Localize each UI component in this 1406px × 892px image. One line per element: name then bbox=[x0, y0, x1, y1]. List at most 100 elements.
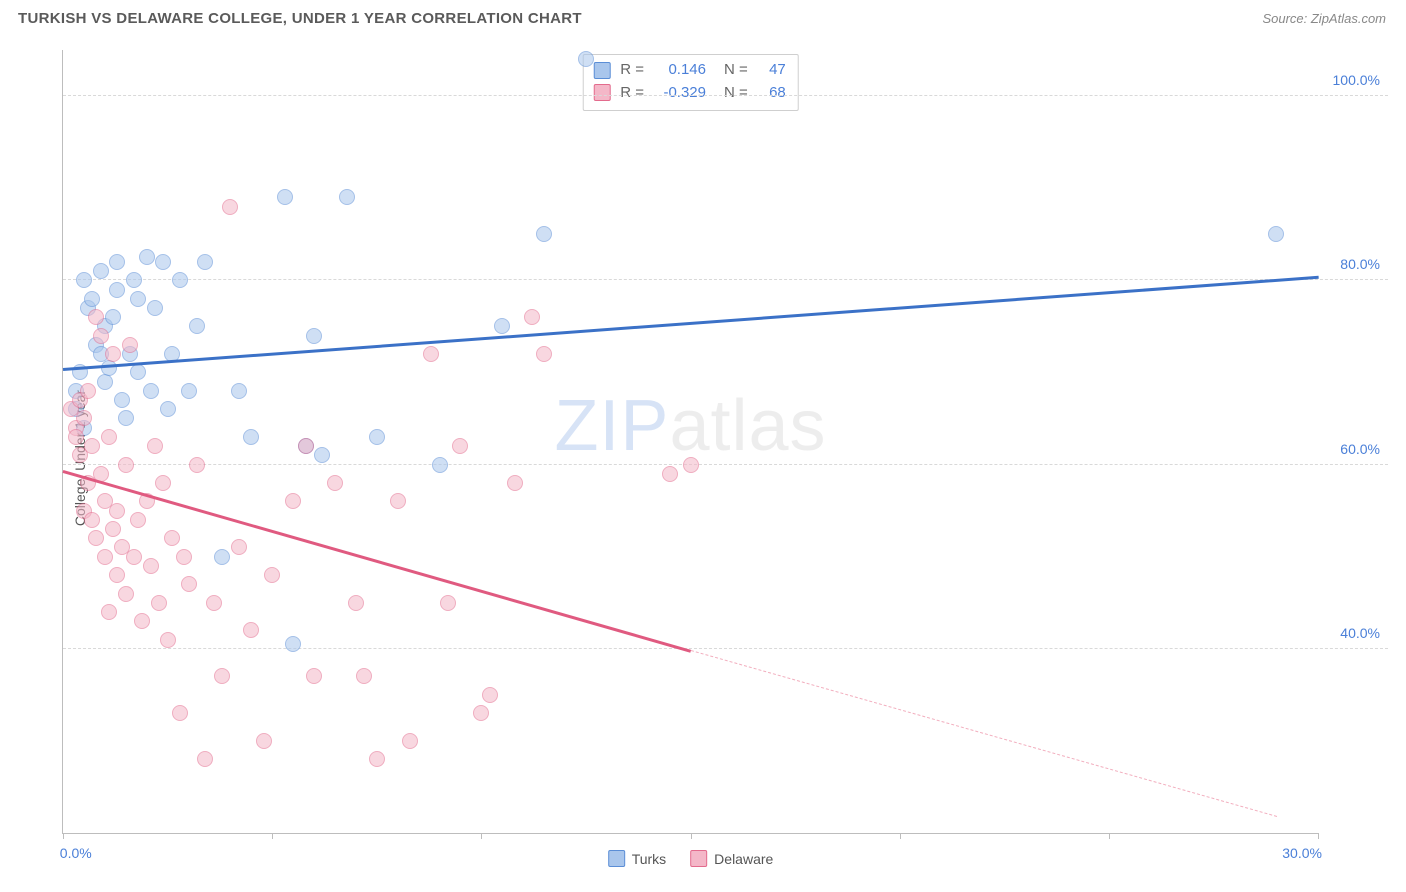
data-point bbox=[348, 595, 364, 611]
data-point bbox=[536, 346, 552, 362]
plot-area: ZIPatlas R =0.146N =47R =-0.329N =68 Tur… bbox=[62, 50, 1318, 834]
data-point bbox=[402, 733, 418, 749]
data-point bbox=[578, 51, 594, 67]
trend-line bbox=[63, 276, 1319, 371]
data-point bbox=[88, 309, 104, 325]
data-point bbox=[536, 226, 552, 242]
data-point bbox=[143, 558, 159, 574]
data-point bbox=[109, 282, 125, 298]
data-point bbox=[97, 549, 113, 565]
data-point bbox=[155, 254, 171, 270]
bottom-legend: Turks Delaware bbox=[608, 850, 774, 867]
data-point bbox=[683, 457, 699, 473]
x-tick bbox=[272, 833, 273, 839]
data-point bbox=[482, 687, 498, 703]
data-point bbox=[147, 300, 163, 316]
x-tick bbox=[63, 833, 64, 839]
data-point bbox=[109, 503, 125, 519]
legend-swatch bbox=[593, 62, 610, 79]
data-point bbox=[432, 457, 448, 473]
data-point bbox=[524, 309, 540, 325]
data-point bbox=[306, 668, 322, 684]
data-point bbox=[197, 254, 213, 270]
data-point bbox=[473, 705, 489, 721]
data-point bbox=[160, 632, 176, 648]
data-point bbox=[423, 346, 439, 362]
watermark: ZIPatlas bbox=[554, 385, 826, 467]
data-point bbox=[507, 475, 523, 491]
data-point bbox=[130, 291, 146, 307]
data-point bbox=[181, 383, 197, 399]
data-point bbox=[126, 272, 142, 288]
data-point bbox=[339, 189, 355, 205]
legend-swatch bbox=[690, 850, 707, 867]
data-point bbox=[122, 337, 138, 353]
gridline bbox=[63, 648, 1388, 649]
data-point bbox=[494, 318, 510, 334]
data-point bbox=[84, 512, 100, 528]
gridline bbox=[63, 95, 1388, 96]
gridline bbox=[63, 279, 1388, 280]
data-point bbox=[164, 530, 180, 546]
x-tick bbox=[1318, 833, 1319, 839]
data-point bbox=[197, 751, 213, 767]
data-point bbox=[84, 291, 100, 307]
data-point bbox=[222, 199, 238, 215]
stats-row: R =0.146N =47 bbox=[593, 59, 786, 82]
data-point bbox=[256, 733, 272, 749]
x-tick bbox=[1109, 833, 1110, 839]
source-attribution: Source: ZipAtlas.com bbox=[1262, 11, 1386, 26]
data-point bbox=[160, 401, 176, 417]
data-point bbox=[109, 254, 125, 270]
data-point bbox=[306, 328, 322, 344]
x-tick bbox=[481, 833, 482, 839]
data-point bbox=[172, 705, 188, 721]
data-point bbox=[327, 475, 343, 491]
data-point bbox=[231, 539, 247, 555]
data-point bbox=[93, 328, 109, 344]
legend-label: Delaware bbox=[714, 851, 773, 867]
n-label: N = bbox=[724, 59, 748, 82]
data-point bbox=[314, 447, 330, 463]
data-point bbox=[101, 604, 117, 620]
data-point bbox=[298, 438, 314, 454]
data-point bbox=[390, 493, 406, 509]
data-point bbox=[88, 530, 104, 546]
data-point bbox=[155, 475, 171, 491]
x-tick bbox=[900, 833, 901, 839]
data-point bbox=[109, 567, 125, 583]
stats-legend-box: R =0.146N =47R =-0.329N =68 bbox=[582, 54, 799, 111]
data-point bbox=[93, 263, 109, 279]
data-point bbox=[80, 383, 96, 399]
legend-item: Turks bbox=[608, 850, 666, 867]
data-point bbox=[214, 668, 230, 684]
data-point bbox=[243, 622, 259, 638]
r-label: R = bbox=[620, 82, 644, 105]
data-point bbox=[356, 668, 372, 684]
x-tick bbox=[691, 833, 692, 839]
data-point bbox=[452, 438, 468, 454]
data-point bbox=[130, 512, 146, 528]
data-point bbox=[118, 410, 134, 426]
data-point bbox=[143, 383, 159, 399]
stats-row: R =-0.329N =68 bbox=[593, 82, 786, 105]
chart-title: TURKISH VS DELAWARE COLLEGE, UNDER 1 YEA… bbox=[18, 10, 582, 27]
data-point bbox=[105, 309, 121, 325]
r-value: -0.329 bbox=[654, 82, 706, 105]
y-tick-label: 40.0% bbox=[1340, 625, 1380, 641]
data-point bbox=[176, 549, 192, 565]
data-point bbox=[172, 272, 188, 288]
data-point bbox=[369, 751, 385, 767]
data-point bbox=[189, 457, 205, 473]
data-point bbox=[97, 374, 113, 390]
data-point bbox=[105, 521, 121, 537]
legend-swatch bbox=[608, 850, 625, 867]
data-point bbox=[277, 189, 293, 205]
data-point bbox=[130, 364, 146, 380]
data-point bbox=[134, 613, 150, 629]
data-point bbox=[151, 595, 167, 611]
data-point bbox=[76, 410, 92, 426]
data-point bbox=[181, 576, 197, 592]
data-point bbox=[101, 429, 117, 445]
data-point bbox=[1268, 226, 1284, 242]
